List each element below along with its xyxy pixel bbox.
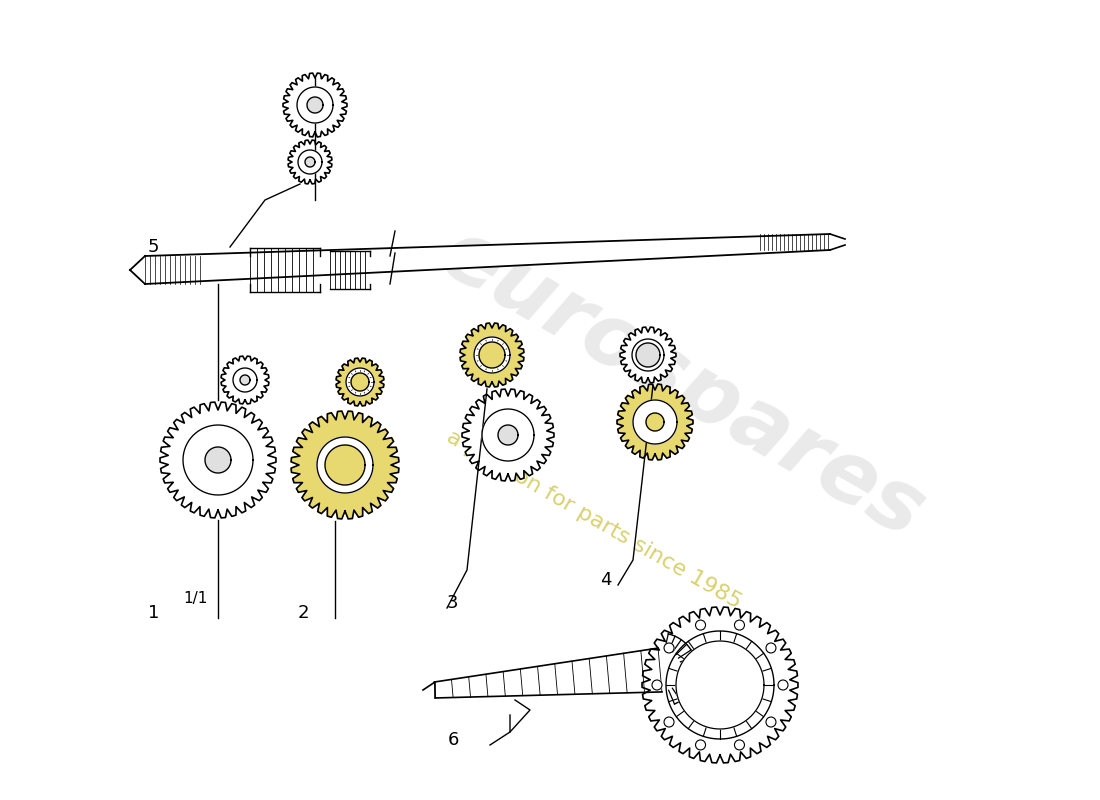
- Polygon shape: [292, 411, 399, 519]
- Polygon shape: [324, 445, 365, 485]
- Polygon shape: [298, 150, 322, 174]
- Text: 2: 2: [298, 604, 309, 622]
- Circle shape: [735, 740, 745, 750]
- Circle shape: [652, 680, 662, 690]
- Polygon shape: [346, 368, 374, 396]
- Polygon shape: [632, 400, 676, 444]
- Circle shape: [778, 680, 788, 690]
- Polygon shape: [666, 631, 774, 739]
- Polygon shape: [474, 337, 510, 373]
- Circle shape: [695, 740, 705, 750]
- Polygon shape: [305, 157, 315, 167]
- Polygon shape: [288, 140, 332, 184]
- Text: 1: 1: [148, 604, 159, 622]
- Polygon shape: [632, 339, 664, 371]
- Polygon shape: [183, 425, 253, 495]
- Circle shape: [664, 643, 674, 653]
- Text: 4: 4: [600, 571, 612, 589]
- Polygon shape: [337, 358, 384, 406]
- Circle shape: [735, 620, 745, 630]
- Circle shape: [766, 643, 775, 653]
- Polygon shape: [620, 327, 676, 383]
- Text: a passion for parts since 1985: a passion for parts since 1985: [443, 427, 745, 613]
- Polygon shape: [646, 413, 664, 431]
- Polygon shape: [617, 384, 693, 460]
- Polygon shape: [434, 648, 662, 698]
- Polygon shape: [205, 447, 231, 473]
- Polygon shape: [221, 356, 268, 404]
- Text: 5: 5: [148, 238, 159, 256]
- Polygon shape: [283, 73, 346, 137]
- Text: 6: 6: [448, 731, 460, 749]
- Circle shape: [664, 717, 674, 727]
- Polygon shape: [482, 409, 534, 461]
- Polygon shape: [642, 607, 798, 763]
- Circle shape: [695, 620, 705, 630]
- Circle shape: [766, 717, 775, 727]
- Polygon shape: [233, 368, 257, 392]
- Polygon shape: [636, 343, 660, 367]
- Polygon shape: [351, 373, 369, 391]
- Polygon shape: [145, 234, 830, 284]
- Polygon shape: [297, 87, 333, 123]
- Text: 3: 3: [447, 594, 459, 612]
- Text: 1/1: 1/1: [183, 591, 208, 606]
- Polygon shape: [240, 375, 250, 385]
- Polygon shape: [307, 97, 323, 113]
- Polygon shape: [676, 641, 764, 729]
- Polygon shape: [460, 323, 524, 387]
- Polygon shape: [478, 342, 505, 368]
- Polygon shape: [317, 437, 373, 493]
- Polygon shape: [498, 425, 518, 445]
- Polygon shape: [462, 389, 554, 481]
- Polygon shape: [160, 402, 276, 518]
- Text: eurospares: eurospares: [426, 212, 938, 556]
